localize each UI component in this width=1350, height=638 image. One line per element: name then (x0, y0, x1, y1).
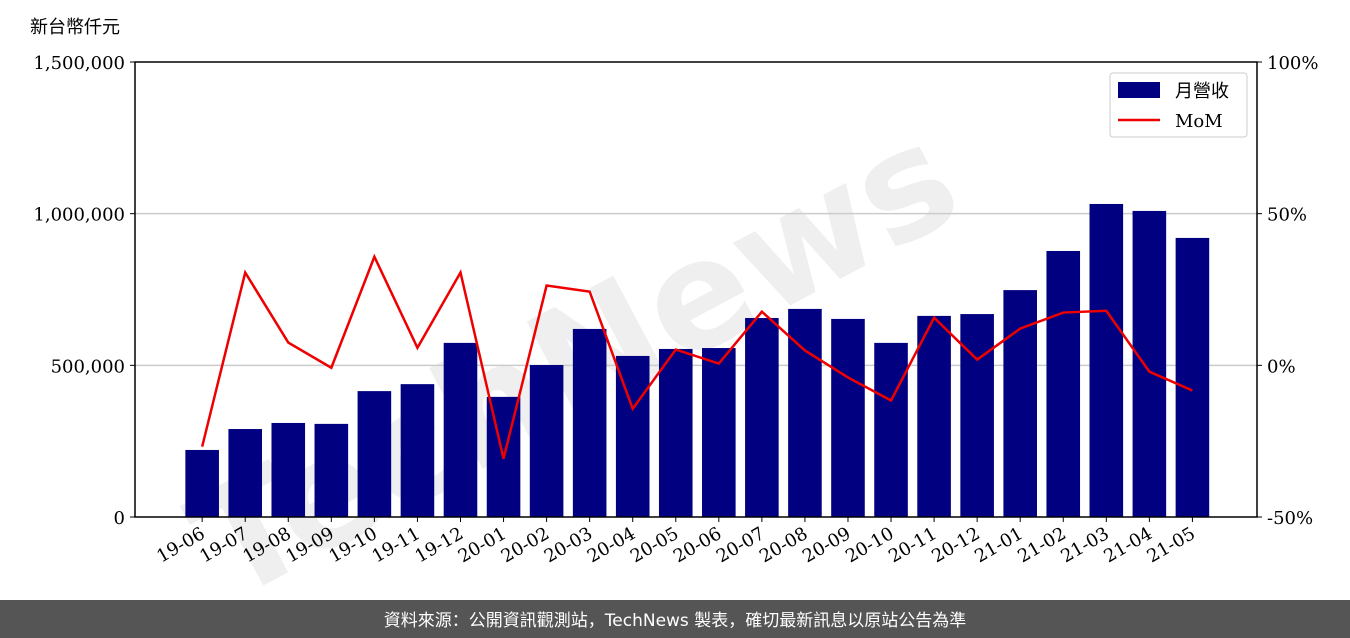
y-tick-label: 0 (114, 508, 125, 529)
y-tick-label: 500,000 (51, 356, 125, 377)
y2-tick-label: -50% (1267, 508, 1313, 529)
footer: 資料來源：公開資訊觀測站，TechNews 製表，確切最新訊息以原站公告為準 (384, 611, 966, 631)
plot-frame (134, 61, 1258, 518)
bar (314, 423, 349, 517)
bar (615, 355, 650, 517)
legend-label: 月營收 (1175, 81, 1229, 102)
bar (874, 342, 908, 517)
y-tick-label: 1,500,000 (33, 53, 125, 74)
bar (1046, 250, 1081, 517)
x-tick-label: 20-12 (928, 523, 983, 567)
x-tick-label: 19-06 (153, 523, 208, 567)
x-tick-label: 20-06 (670, 523, 725, 567)
legend-swatch (1118, 82, 1160, 98)
x-tick-label: 21-05 (1143, 523, 1198, 567)
x-tick-label: 20-08 (756, 523, 811, 567)
y-axis-title: 新台幣仟元 (30, 17, 120, 38)
footer-band (0, 600, 1350, 638)
x-tick-label: 20-07 (713, 523, 768, 567)
bar (400, 384, 435, 517)
x-tick-label: 20-05 (627, 523, 682, 567)
bar (1175, 237, 1210, 517)
x-tick-label: 21-01 (971, 523, 1026, 567)
x-tick-label: 20-02 (498, 523, 553, 567)
y2-tick-label: 50% (1267, 205, 1307, 226)
bar (702, 348, 736, 517)
x-tick-label: 20-09 (799, 523, 854, 567)
bar (529, 365, 564, 517)
bar (917, 315, 951, 517)
bar (745, 318, 779, 517)
bar (788, 308, 822, 517)
bar (443, 342, 478, 517)
y2-tick-label: 0% (1267, 356, 1296, 377)
bar (1132, 210, 1167, 518)
x-tick-label: 21-03 (1057, 523, 1112, 567)
bar (960, 314, 994, 517)
bar (271, 422, 306, 517)
bar (831, 318, 865, 517)
x-tick-label: 20-10 (842, 523, 897, 567)
x-tick-label: 20-01 (455, 523, 510, 567)
bar (228, 429, 263, 517)
bar (572, 328, 607, 517)
line (200, 253, 1193, 460)
x-tick-label: 20-04 (584, 523, 639, 567)
bar (185, 449, 219, 517)
bar (1089, 203, 1124, 517)
y-tick-label: 1,000,000 (33, 205, 125, 226)
y2-tick-label: 100% (1267, 53, 1318, 74)
x-tick-label: 21-02 (1014, 523, 1069, 567)
x-tick-label: 20-03 (541, 523, 596, 567)
bar (357, 391, 392, 517)
x-tick-label: 21-04 (1100, 523, 1155, 567)
bar (658, 348, 693, 517)
legend-label: MoM (1175, 111, 1223, 132)
x-tick-label: 20-11 (885, 523, 940, 567)
